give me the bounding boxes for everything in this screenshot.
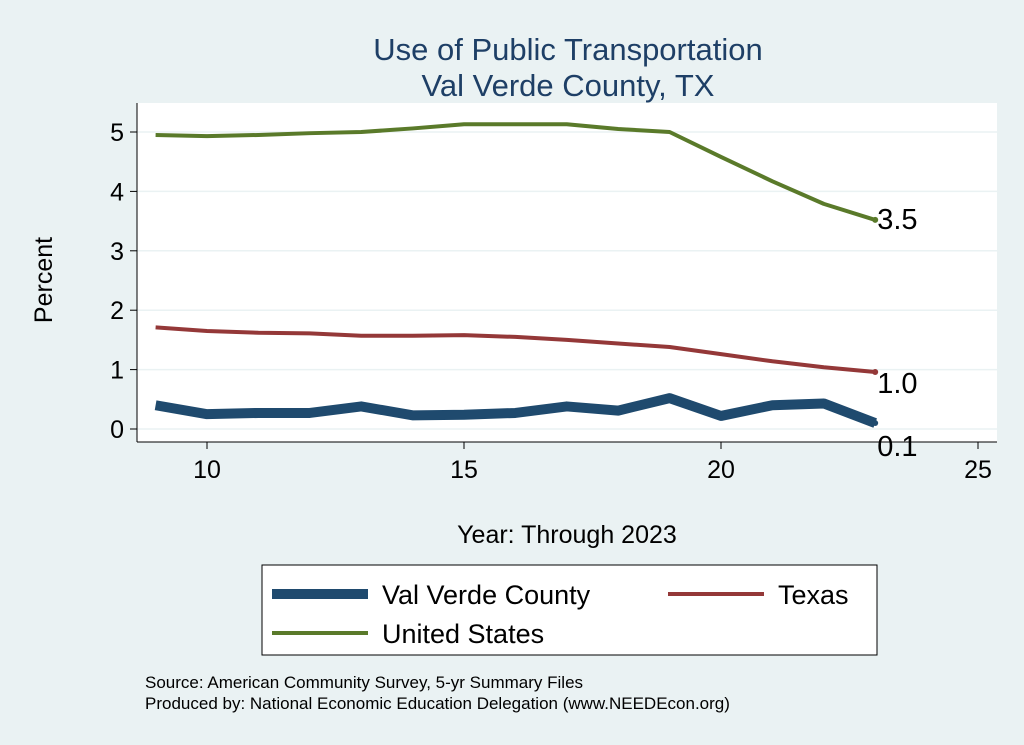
- chart-subtitle: Val Verde County, TX: [422, 68, 715, 103]
- y-axis-label: Percent: [30, 237, 58, 323]
- x-tick-label: 20: [707, 456, 735, 484]
- x-tick-label: 25: [964, 456, 992, 484]
- y-tick-label: 3: [110, 238, 124, 266]
- series-line-united-states: [155, 122, 876, 222]
- series-line-val-verde-county: [154, 393, 877, 428]
- produced-by-note: Produced by: National Economic Education…: [145, 694, 730, 713]
- source-note: Source: American Community Survey, 5-yr …: [145, 673, 583, 692]
- y-tick-label: 5: [110, 119, 124, 147]
- y-tick-label: 0: [110, 416, 124, 444]
- x-tick-label: 15: [450, 456, 478, 484]
- legend: Val Verde County Texas United States: [261, 564, 878, 656]
- legend-label-us: United States: [382, 619, 544, 649]
- end-value-label: 3.5: [877, 204, 917, 236]
- series-end-marker: [872, 368, 879, 375]
- y-tick-label: 4: [110, 178, 124, 206]
- series-end-marker: [872, 420, 879, 427]
- plot-area: [137, 103, 997, 442]
- y-tick-label: 1: [110, 357, 124, 385]
- y-tick-label: 2: [110, 297, 124, 325]
- end-value-label: 1.0: [877, 368, 917, 400]
- chart-title: Use of Public Transportation: [373, 32, 762, 67]
- x-axis-label: Year: Through 2023: [457, 521, 677, 549]
- end-value-label: 0.1: [877, 431, 917, 463]
- legend-label-texas: Texas: [778, 580, 849, 610]
- legend-label-val-verde: Val Verde County: [382, 580, 591, 610]
- x-tick-label: 10: [193, 456, 221, 484]
- series-end-marker: [872, 216, 879, 223]
- series-line-texas: [155, 325, 876, 374]
